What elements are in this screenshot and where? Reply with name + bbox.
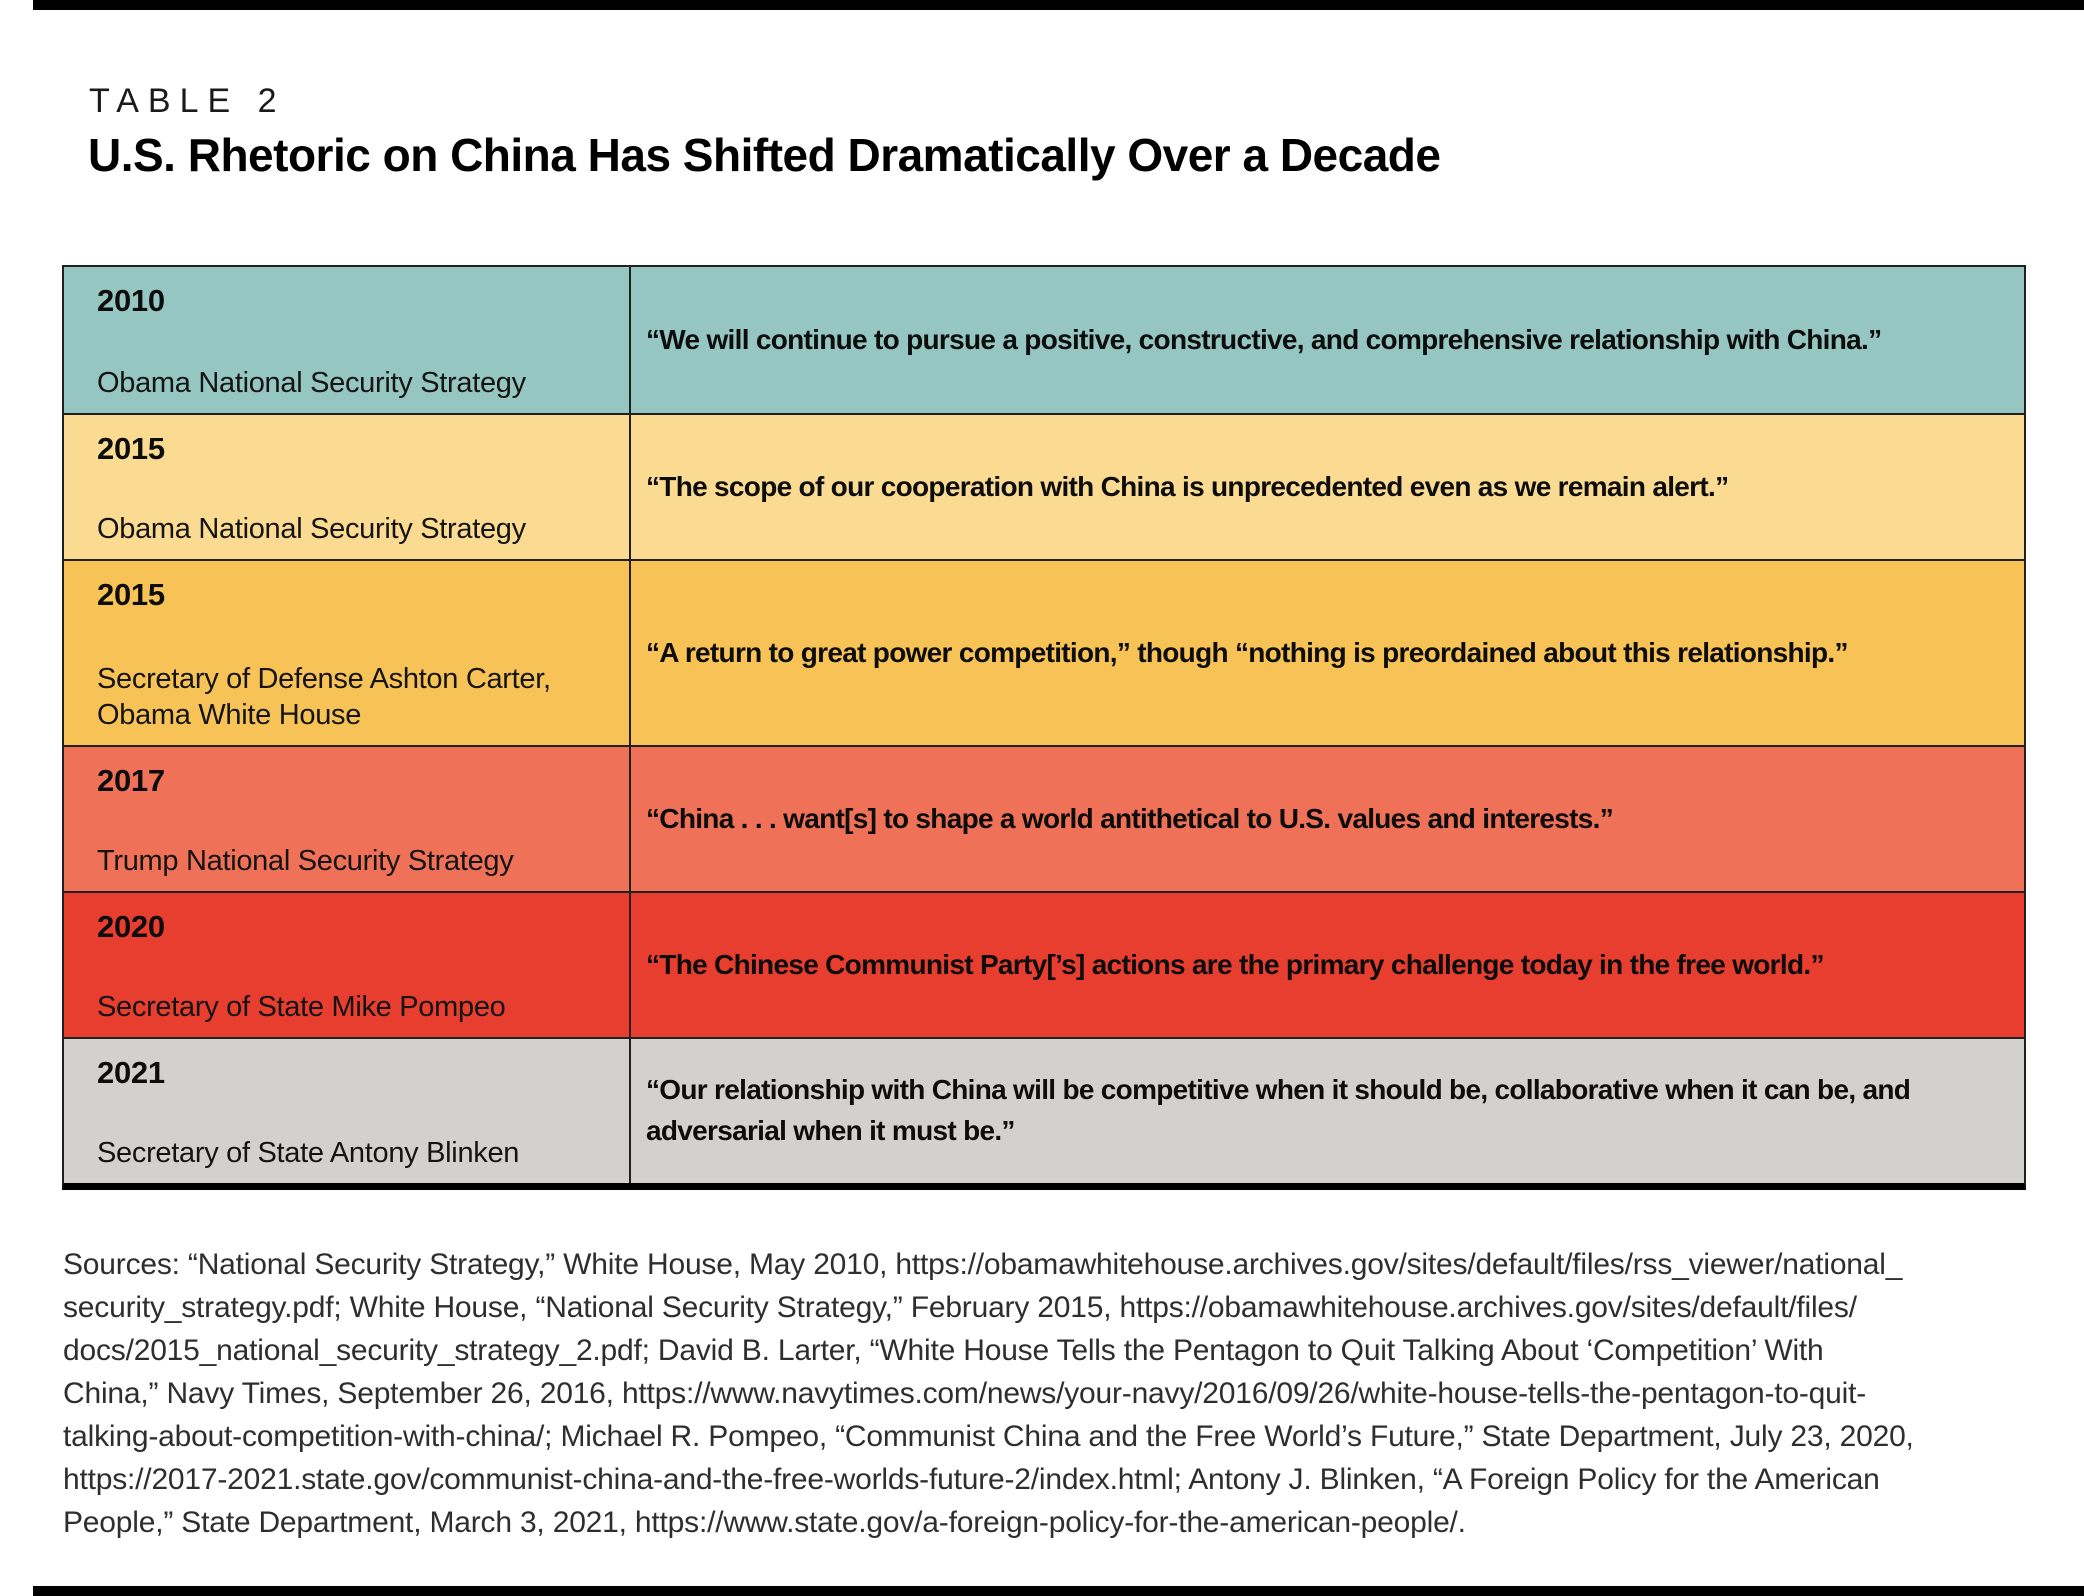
row-quote: “A return to great power competition,” t… (646, 636, 1849, 668)
row-quote-cell: “A return to great power competition,” t… (631, 561, 2024, 745)
row-source: Obama National Security Strategy (97, 512, 526, 545)
row-quote: “We will continue to pursue a positive, … (646, 323, 1882, 355)
row-quote: “China . . . want[s] to shape a world an… (646, 802, 1614, 834)
table-row: 2021 Secretary of State Antony Blinken “Ou… (64, 1037, 2024, 1183)
row-quote: “The scope of our cooperation with China… (646, 470, 1729, 502)
table-row: 2017 Trump National Security Strategy “Chi… (64, 745, 2024, 891)
row-quote-cell: “The scope of our cooperation with China… (631, 415, 2024, 559)
sources-line: docs/2015_national_security_strategy_2.p… (63, 1334, 1824, 1367)
row-source-cell: 2015 Secretary of Defense Ashton Carter, … (64, 561, 631, 745)
row-quote: “Our relationship with China will be com… (646, 1074, 1911, 1146)
page-edge-rule-bottom (33, 1586, 2084, 1596)
row-source: Secretary of State Antony Blinken (97, 1136, 520, 1169)
table-kicker: TABLE 2 (89, 82, 286, 120)
sources-line: talking-about-competition-with-china/; M… (63, 1420, 1914, 1453)
table-title: U.S. Rhetoric on China Has Shifted Drama… (88, 129, 1441, 181)
row-year: 2015 (97, 431, 165, 466)
table-row: 2020 Secretary of State Mike Pompeo “The C… (64, 891, 2024, 1037)
sources-note: Sources: “National Security Strategy,” W… (63, 1243, 2023, 1544)
row-source: Secretary of Defense Ashton Carter, Obam… (97, 663, 551, 731)
rhetoric-table: 2010 Obama National Security Strategy “We … (62, 265, 2026, 1190)
row-year: 2021 (97, 1055, 165, 1090)
row-year: 2015 (97, 577, 165, 612)
row-source: Trump National Security Strategy (97, 844, 514, 877)
row-year: 2010 (97, 283, 165, 318)
row-quote: “The Chinese Communist Party[’s] actions… (646, 948, 1824, 980)
sources-line: https://2017-2021.state.gov/communist-ch… (63, 1463, 1880, 1496)
sources-line: China,” Navy Times, September 26, 2016, … (63, 1377, 1867, 1410)
row-quote-cell: “We will continue to pursue a positive, … (631, 267, 2024, 413)
table-row: 2015 Obama National Security Strategy “The… (64, 413, 2024, 559)
row-quote-cell: “The Chinese Communist Party[’s] actions… (631, 893, 2024, 1037)
row-source: Secretary of State Mike Pompeo (97, 990, 506, 1023)
sources-line: security_strategy.pdf; White House, “Nat… (63, 1291, 1857, 1324)
row-year: 2017 (97, 763, 165, 798)
row-quote-cell: “Our relationship with China will be com… (631, 1039, 2024, 1183)
row-quote-cell: “China . . . want[s] to shape a world an… (631, 747, 2024, 891)
page-edge-rule-top (33, 0, 2084, 10)
sources-line: Sources: “National Security Strategy,” W… (63, 1248, 1903, 1281)
table-row: 2010 Obama National Security Strategy “We … (64, 267, 2024, 413)
row-source-cell: 2020 Secretary of State Mike Pompeo (64, 893, 631, 1037)
row-source-cell: 2021 Secretary of State Antony Blinken (64, 1039, 631, 1183)
table-row: 2015 Secretary of Defense Ashton Carter, … (64, 559, 2024, 745)
row-source-cell: 2017 Trump National Security Strategy (64, 747, 631, 891)
sources-line: People,” State Department, March 3, 2021… (63, 1506, 1466, 1539)
row-source-cell: 2010 Obama National Security Strategy (64, 267, 631, 413)
row-source-cell: 2015 Obama National Security Strategy (64, 415, 631, 559)
row-year: 2020 (97, 909, 165, 944)
row-source: Obama National Security Strategy (97, 366, 526, 399)
